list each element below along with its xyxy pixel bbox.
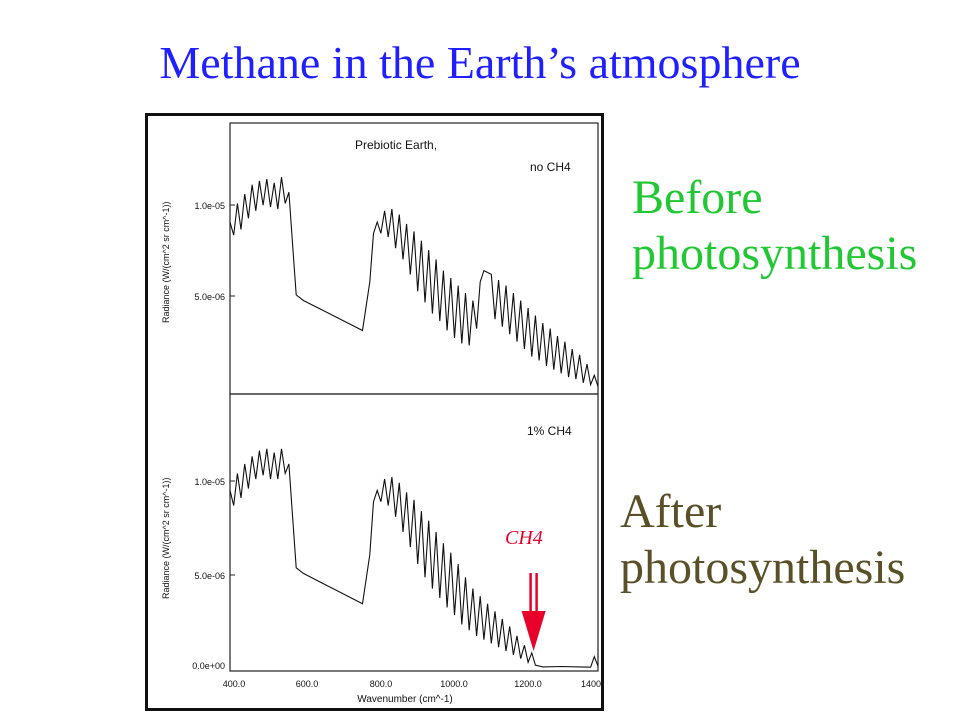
top-ytick-label-2: 5.0e-06 (194, 292, 225, 302)
ch4-marker-label: CH4 (505, 527, 543, 549)
top-panel-annotation: no CH4 (530, 160, 571, 174)
top-series-line (229, 177, 599, 387)
ch4-arrow-icon (521, 573, 546, 651)
figure-frame (145, 113, 604, 711)
top-panel-title: Prebiotic Earth, (355, 138, 437, 152)
xtick-label-5: 1200.0 (514, 679, 542, 689)
label-before-photosynthesis: Before photosynthesis (632, 171, 918, 280)
bottom-panel-annotation: 1% CH4 (527, 424, 572, 438)
xtick-label-3: 800.0 (370, 679, 393, 689)
bottom-series-line (229, 448, 599, 668)
bottom-panel-ylabel: Radiance (W/(cm^2 sr cm^-1)) (161, 478, 171, 599)
chart-top-panel: Prebiotic Earth, no CH4 Radiance (W/(cm^… (161, 122, 599, 395)
xtick-label-2: 600.0 (296, 679, 319, 689)
bottom-ytick-label-3: 0.0e+00 (192, 661, 225, 671)
top-panel-ylabel: Radiance (W/(cm^2 sr cm^-1)) (161, 202, 171, 323)
bottom-ytick-label-1: 1.0e-05 (194, 477, 225, 487)
x-axis-label: Wavenumber (cm^-1) (357, 694, 452, 705)
spectra-figure: Prebiotic Earth, no CH4 Radiance (W/(cm^… (145, 113, 604, 711)
top-ytick-label-1: 1.0e-05 (194, 201, 225, 211)
chart-bottom-panel: 1% CH4 Radiance (W/(cm^2 sr cm^-1)) 1.0e… (161, 393, 601, 705)
label-after-photosynthesis: After photosynthesis (620, 485, 906, 594)
spectra-svg: Prebiotic Earth, no CH4 Radiance (W/(cm^… (145, 113, 604, 711)
xtick-label-4: 1000.0 (440, 679, 468, 689)
xtick-label-6: 1400 (581, 679, 601, 689)
bottom-panel-axes (229, 393, 599, 672)
slide-title: Methane in the Earth’s atmosphere (159, 37, 801, 88)
bottom-ytick-label-2: 5.0e-06 (194, 571, 225, 581)
xtick-label-1: 400.0 (223, 679, 246, 689)
